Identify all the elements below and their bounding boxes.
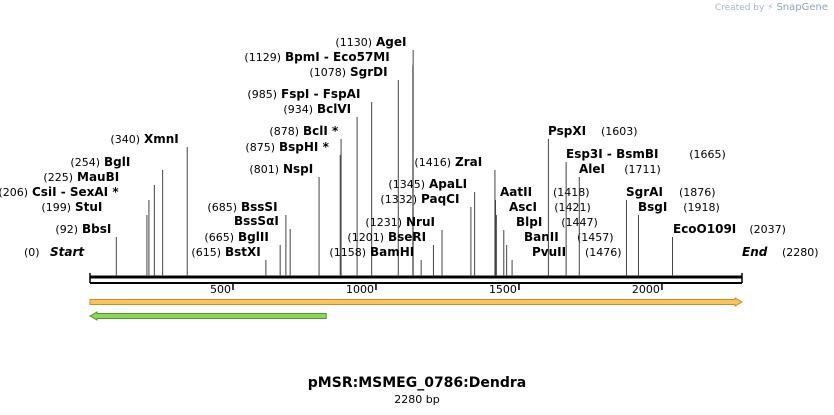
site-position-bcli: (878): [269, 125, 299, 138]
construct-title: pMSR:MSMEG_0786:Dendra: [307, 375, 527, 391]
site-name-alei: AleI: [579, 162, 605, 176]
site-position-bsphi: (875): [245, 141, 275, 154]
site-position-stui: (199): [41, 201, 71, 214]
snapgene-credit: Created by ⚡ SnapGene: [715, 2, 828, 13]
site-name-apali: ApaLI: [429, 177, 467, 191]
site-name-bpmi-eco57mi: BpmI - Eco57MI: [285, 50, 390, 64]
axis-tick-label: 1000: [346, 283, 374, 296]
site-name-esp3i-bsmbi: Esp3I - BsmBI: [566, 147, 658, 161]
site-position-pspxi: (1603): [601, 125, 638, 138]
site-name-bstxi: BstXI: [225, 245, 261, 259]
site-name-zrai: ZraI: [455, 155, 482, 169]
site-position-fspi-fspai: (985): [247, 88, 277, 101]
site-position-bpmi-eco57mi: (1129): [244, 51, 281, 64]
site-name-stui: StuI: [75, 200, 102, 214]
forward-feature-arrow: [89, 297, 744, 307]
site-name-sgrai: SgrAI: [626, 185, 663, 199]
site-position-apali: (1345): [388, 178, 425, 191]
end-position: (2280): [782, 246, 819, 259]
site-position-bamhi: (1158): [329, 246, 366, 259]
site-name-bamhi: BamHI: [370, 245, 414, 259]
site-position-zrai: (1416): [414, 156, 451, 169]
site-name-banii: BanII: [524, 230, 559, 244]
axis-tick-label: 500: [210, 283, 231, 296]
reverse-feature-arrow: [88, 311, 327, 321]
site-name-ecoo109i: EcoO109I: [673, 222, 736, 236]
site-position-ecoo109i: (2037): [749, 223, 786, 236]
site-name-paqci: PaqCI: [421, 192, 459, 206]
credit-brand: SnapGene: [776, 2, 828, 13]
site-name-bsssi: BssSI: [241, 200, 278, 214]
site-name-bseri: BseRI: [388, 230, 426, 244]
site-position-bgli: (254): [70, 156, 100, 169]
site-name-nspi: NspI: [283, 162, 313, 176]
construct-length: 2280 bp: [394, 393, 440, 406]
site-position-bbsi: (92): [55, 223, 78, 236]
site-position-csii-sexai: (206): [0, 186, 28, 199]
site-position-esp3i-bsmbi: (1665): [689, 148, 726, 161]
site-position-sgrdi: (1078): [309, 66, 346, 79]
site-name-pvuii: PvuII: [532, 245, 566, 259]
site-name-bglii: BglII: [238, 230, 269, 244]
credit-prefix: Created by: [714, 3, 765, 13]
axis-tick-label: 2000: [632, 283, 660, 296]
site-position-bseri: (1201): [347, 231, 384, 244]
axis-tick-label: 1500: [489, 283, 517, 296]
snapgene-logo-icon: ⚡: [767, 3, 774, 13]
site-name-agei: AgeI: [376, 35, 406, 49]
site-position-sgrai: (1876): [679, 186, 716, 199]
site-position-bglii: (665): [204, 231, 234, 244]
end-label: End: [742, 245, 768, 259]
site-position-bsgi: (1918): [683, 201, 720, 214]
start-position: (0): [24, 246, 40, 259]
site-position-nspi: (801): [249, 163, 279, 176]
site-position-agei: (1130): [335, 36, 372, 49]
site-position-paqci: (1332): [380, 193, 417, 206]
site-name-sgrdi: SgrDI: [350, 65, 388, 79]
site-name-pspxi: PspXI: [548, 124, 586, 138]
site-name-asci: AscI: [509, 200, 537, 214]
site-name-bsphi: BspHI *: [279, 140, 330, 154]
site-name-bgli: BglI: [104, 155, 130, 169]
site-position-bstxi: (615): [191, 246, 221, 259]
site-name-csii-sexai: CsiI - SexAI *: [32, 185, 119, 199]
site-name-maubi: MauBI: [77, 170, 119, 184]
site-position-pvuii: (1476): [585, 246, 622, 259]
site-name-aatii: AatII: [500, 185, 532, 199]
site-position-maubi: (225): [43, 171, 73, 184]
start-label: Start: [50, 245, 85, 259]
site-position-asci: (1421): [554, 201, 591, 214]
site-position-xmni: (340): [110, 133, 140, 146]
site-position-nrui: (1231): [365, 216, 402, 229]
site-position-bclvi: (934): [283, 103, 313, 116]
site-position-alei: (1711): [624, 163, 661, 176]
site-name-bcli: BclI *: [303, 124, 339, 138]
site-name-bsss-i: BssSαI: [234, 214, 279, 228]
site-name-bclvi: BclVI: [317, 102, 351, 116]
site-position-banii: (1457): [577, 231, 614, 244]
site-name-fspi-fspai: FspI - FspAI: [281, 87, 360, 101]
site-name-bsgi: BsgI: [638, 200, 667, 214]
site-name-xmni: XmnI: [144, 132, 179, 146]
site-name-blpi: BlpI: [516, 215, 542, 229]
site-name-bbsi: BbsI: [82, 222, 111, 236]
site-position-bsssi: (685): [207, 201, 237, 214]
site-name-nrui: NruI: [406, 215, 435, 229]
site-position-aatii: (1418): [553, 186, 590, 199]
